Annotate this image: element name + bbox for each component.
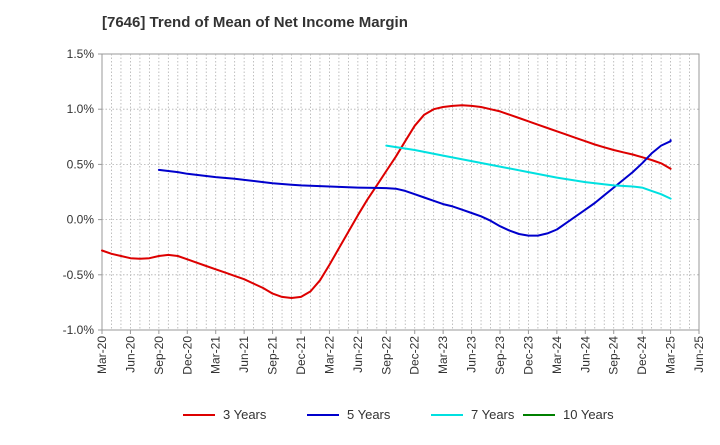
x-tick-label: Dec-23 [521, 336, 535, 375]
y-tick-label: -0.5% [63, 268, 95, 282]
x-tick-label: Sep-24 [607, 336, 621, 375]
x-tick-label: Dec-21 [294, 336, 308, 375]
grid-layer [102, 54, 699, 330]
y-tick-label: 1.0% [67, 102, 95, 116]
x-tick-label: Jun-24 [578, 336, 592, 373]
x-tick-label: Mar-22 [322, 336, 336, 374]
series-line-3-years [101, 104, 672, 299]
y-axis: 1.5% 1.0% 0.5% 0.0% -0.5% -1.0% [63, 47, 102, 337]
x-tick-label: Mar-24 [550, 336, 564, 374]
series-line-7-years [385, 144, 672, 200]
x-tick-label: Sep-21 [266, 336, 280, 375]
x-tick-label: Sep-23 [493, 336, 507, 375]
y-tick-label: 0.0% [67, 213, 95, 227]
plot-area [101, 53, 700, 331]
x-tick-label: Jun-23 [465, 336, 479, 373]
x-tick-label: Jun-25 [692, 336, 706, 373]
legend-label: 5 Years [347, 407, 391, 422]
legend-label: 3 Years [223, 407, 267, 422]
x-tick-label: Mar-25 [664, 336, 678, 374]
x-tick-label: Jun-20 [123, 336, 137, 373]
series-layer [101, 104, 672, 299]
x-tick-label: Mar-21 [209, 336, 223, 374]
x-tick-label: Dec-22 [408, 336, 422, 375]
x-tick-label: Dec-24 [635, 336, 649, 375]
series-line-5-years [157, 139, 672, 237]
x-tick-label: Jun-21 [237, 336, 251, 373]
y-tick-label: 0.5% [67, 157, 95, 171]
legend-label: 7 Years [471, 407, 515, 422]
x-tick-label: Sep-22 [379, 336, 393, 375]
x-axis: Mar-20 Jun-20 Sep-20 Dec-20 Mar-21 Jun-21 Sep-… [95, 330, 706, 375]
chart-title: [7646] Trend of Mean of Net Income Margi… [102, 14, 408, 31]
legend: 3 Years 5 Years 7 Years 10 Years [183, 407, 614, 422]
legend-label: 10 Years [563, 407, 614, 422]
y-tick-label: -1.0% [63, 323, 95, 337]
x-tick-label: Mar-23 [436, 336, 450, 374]
x-tick-label: Jun-22 [351, 336, 365, 373]
x-tick-label: Dec-20 [180, 336, 194, 375]
y-tick-label: 1.5% [67, 47, 95, 61]
x-tick-label: Sep-20 [152, 336, 166, 375]
x-tick-label: Mar-20 [95, 336, 109, 374]
